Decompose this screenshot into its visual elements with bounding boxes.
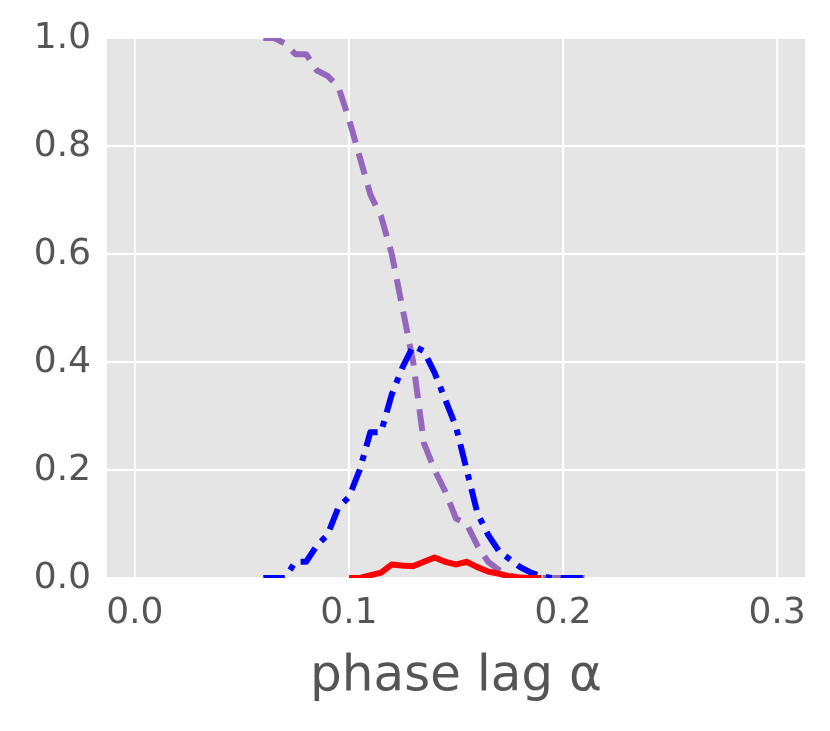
x-tick-label: 0.0: [106, 591, 163, 632]
y-tick-label: 0.8: [34, 124, 91, 165]
y-tick-label: 1.0: [34, 16, 91, 57]
x-axis-label: phase lag α: [310, 645, 602, 703]
series-line: [263, 38, 585, 578]
y-tick-label: 0.0: [34, 556, 91, 597]
series-line: [263, 342, 585, 578]
x-tick-label: 0.1: [320, 591, 377, 632]
series-line: [348, 554, 542, 578]
plot-area: [107, 38, 805, 578]
x-tick-label: 0.2: [534, 591, 591, 632]
y-tick-label: 0.2: [34, 448, 91, 489]
x-tick-label: 0.3: [749, 591, 806, 632]
y-tick-label: 0.6: [34, 232, 91, 273]
y-tick-label: 0.4: [34, 340, 91, 381]
